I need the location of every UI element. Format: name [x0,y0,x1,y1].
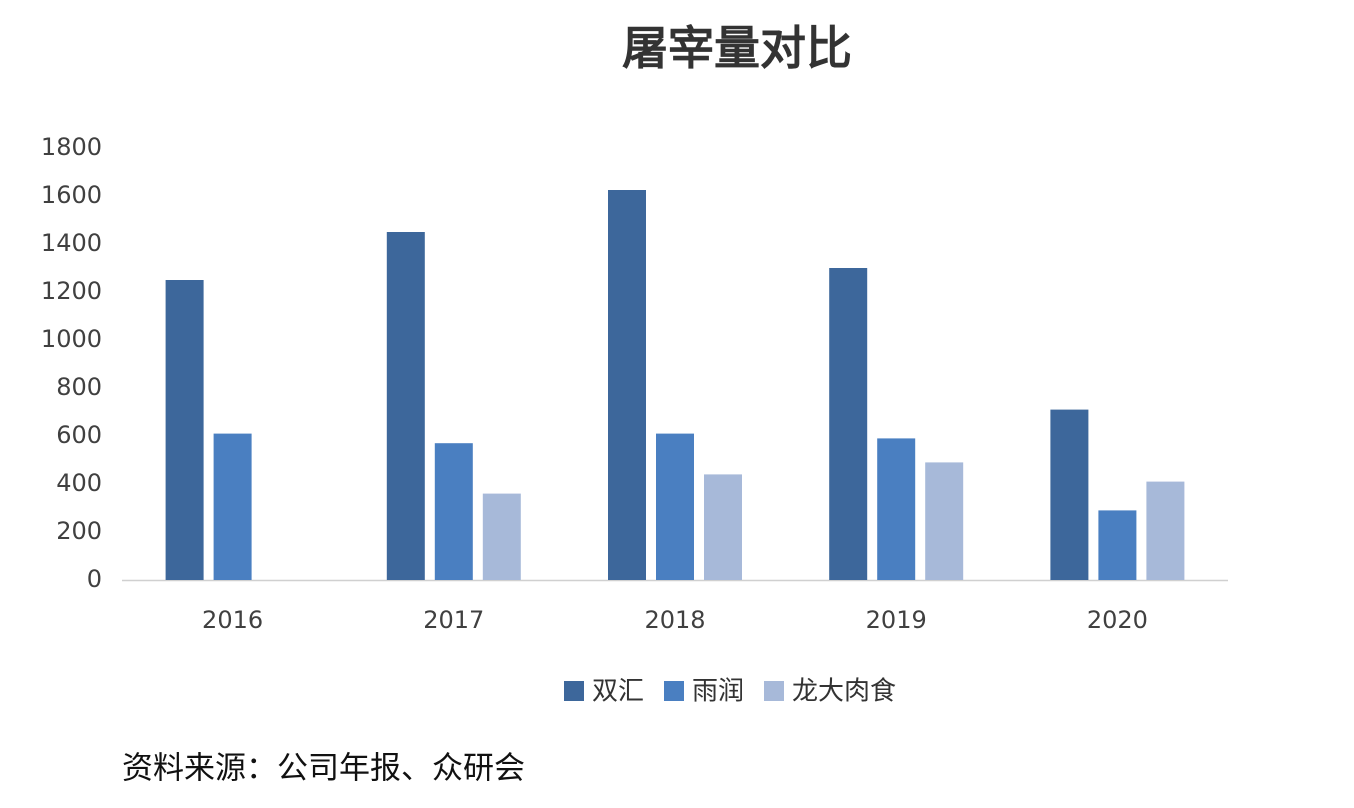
x-tick-label: 2020 [1087,606,1148,634]
bar [608,190,646,580]
bar [829,268,868,580]
source-note: 资料来源：公司年报、众研会 [122,751,525,787]
y-tick-label: 1400 [41,229,102,257]
legend-swatch [664,681,684,701]
x-tick-label: 2019 [866,606,927,634]
x-tick-label: 2016 [202,606,263,634]
bar [1098,510,1137,580]
bar [1050,409,1089,580]
x-tick-label: 2018 [644,606,705,634]
bar [877,438,916,580]
y-tick-label: 0 [87,565,102,593]
chart-title: 屠宰量对比 [622,21,852,75]
bar [482,493,521,580]
y-tick-label: 1000 [41,325,102,353]
y-tick-label: 200 [56,517,102,545]
legend-label: 双汇 [592,677,644,707]
bar [213,433,252,580]
y-tick-label: 400 [56,469,102,497]
bar [434,443,473,580]
legend-label: 龙大肉食 [792,677,896,707]
bar [925,462,964,580]
bar [656,433,694,580]
y-tick-label: 1600 [41,181,102,209]
legend-swatch [564,681,584,701]
bar [386,232,425,580]
bar [1146,481,1185,580]
x-tick-label: 2017 [423,606,484,634]
y-tick-label: 600 [56,421,102,449]
y-tick-label: 1800 [41,133,102,161]
bar [704,474,742,580]
legend-label: 雨润 [692,677,744,707]
bar [165,280,204,580]
y-tick-label: 800 [56,373,102,401]
legend-swatch [764,681,784,701]
y-tick-label: 1200 [41,277,102,305]
